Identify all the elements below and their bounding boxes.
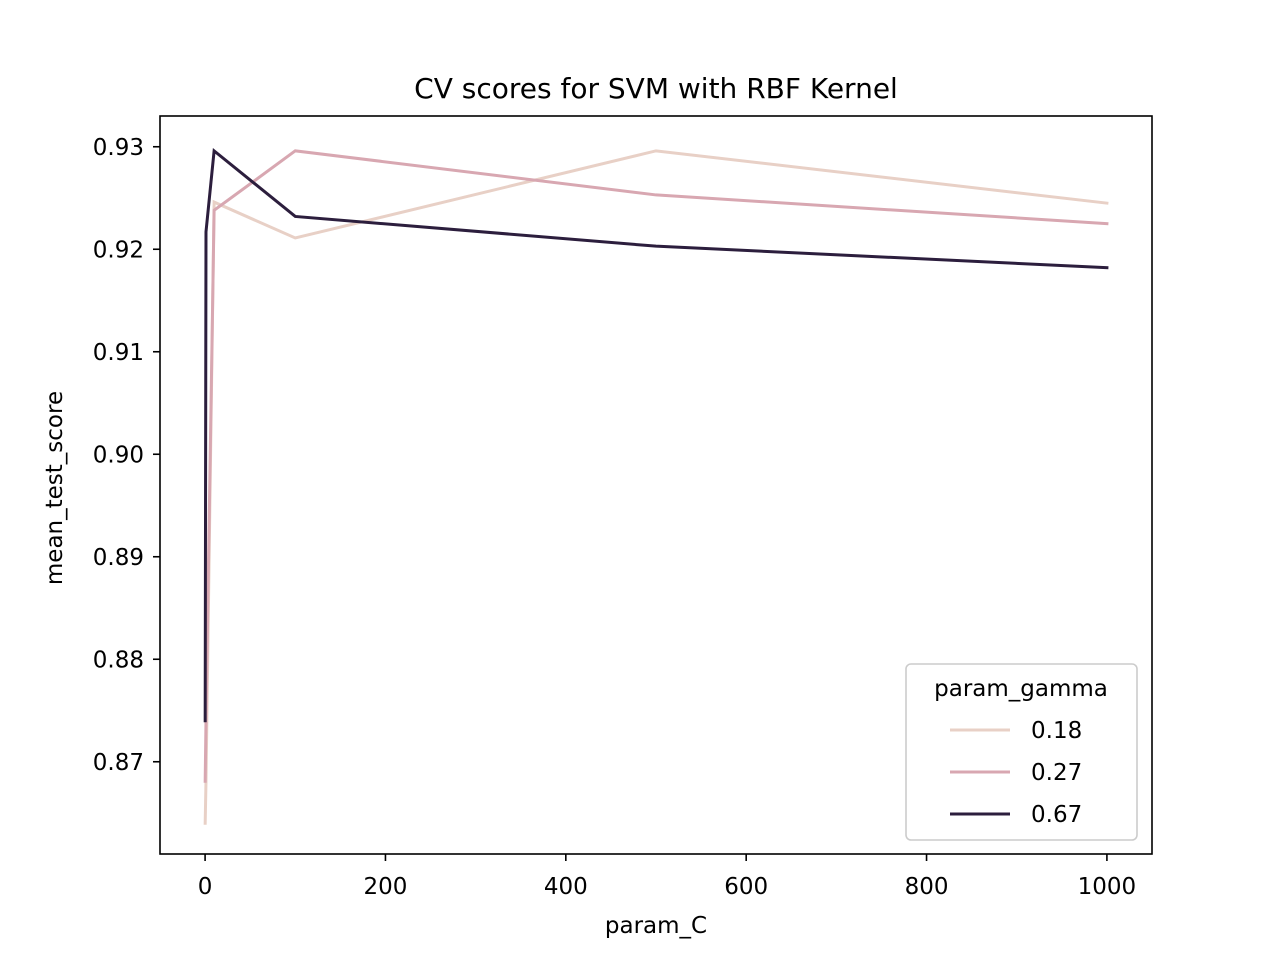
x-tick-label: 1000 xyxy=(1078,874,1137,900)
x-tick-label: 800 xyxy=(905,874,949,900)
y-tick-label: 0.93 xyxy=(93,135,144,161)
legend-label-0: 0.18 xyxy=(1031,718,1082,744)
x-tick-label: 400 xyxy=(544,874,588,900)
legend-entries: 0.18 0.27 0.67 xyxy=(950,718,1082,828)
series-line-1 xyxy=(203,149,1109,783)
series-line-2 xyxy=(203,147,1109,723)
x-tick-label: 200 xyxy=(364,874,408,900)
x-tick-label: 600 xyxy=(724,874,768,900)
plot-frame xyxy=(159,115,1153,855)
y-tick-label: 0.87 xyxy=(93,750,144,776)
legend-title: param_gamma xyxy=(934,676,1108,702)
legend-frame xyxy=(905,663,1138,841)
series-line-0 xyxy=(203,149,1109,825)
legend-label-2: 0.67 xyxy=(1031,802,1082,828)
chart-title: CV scores for SVM with RBF Kernel xyxy=(414,72,898,105)
legend: param_gamma 0.18 0.27 0.67 xyxy=(905,663,1138,841)
y-axis-label: mean_test_score xyxy=(42,391,68,585)
y-tick-label: 0.89 xyxy=(93,545,144,571)
y-tick-label: 0.88 xyxy=(93,647,144,673)
y-tick-label: 0.90 xyxy=(93,442,144,468)
y-tick-label: 0.92 xyxy=(93,237,144,263)
x-tick-label: 0 xyxy=(198,874,213,900)
legend-label-1: 0.27 xyxy=(1031,760,1082,786)
x-axis-label: param_C xyxy=(605,913,707,939)
y-tick-label: 0.91 xyxy=(93,340,144,366)
y-axis-ticks: 0.87 0.88 0.89 0.90 0.91 0.92 0.93 xyxy=(93,135,160,776)
x-axis-ticks: 0 200 400 600 800 1000 xyxy=(198,854,1136,900)
series-layer xyxy=(203,147,1109,825)
